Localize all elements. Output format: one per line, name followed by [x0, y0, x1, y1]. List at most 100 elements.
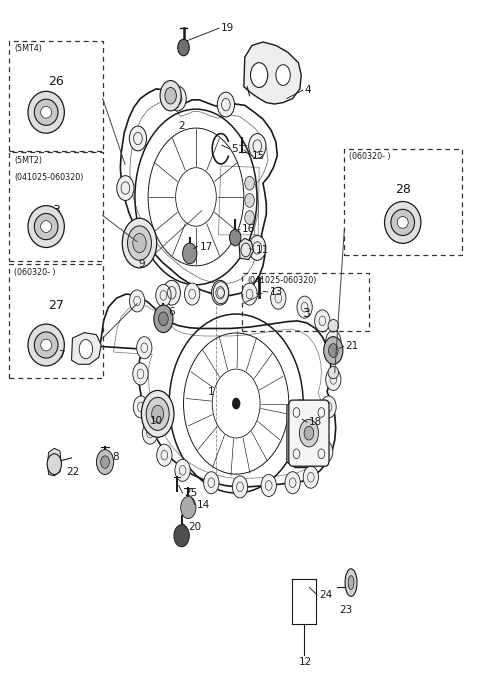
Circle shape: [249, 235, 266, 260]
Text: 28: 28: [395, 183, 411, 196]
Circle shape: [156, 284, 171, 306]
Ellipse shape: [28, 324, 64, 366]
Circle shape: [325, 331, 341, 353]
Text: (5MT2): (5MT2): [14, 156, 42, 165]
Circle shape: [129, 126, 146, 151]
Polygon shape: [72, 333, 101, 364]
Text: 21: 21: [345, 342, 359, 351]
Text: 19: 19: [221, 23, 234, 33]
Text: 6: 6: [168, 307, 175, 317]
Text: 23: 23: [339, 605, 353, 615]
Polygon shape: [287, 400, 328, 468]
Circle shape: [182, 243, 197, 264]
Circle shape: [245, 176, 254, 190]
Circle shape: [213, 282, 228, 304]
Text: 5: 5: [231, 144, 238, 154]
Circle shape: [130, 290, 145, 312]
Circle shape: [165, 88, 176, 104]
Circle shape: [154, 305, 173, 333]
Circle shape: [175, 460, 190, 482]
Circle shape: [285, 472, 300, 494]
Text: (5MT4): (5MT4): [14, 44, 42, 53]
Circle shape: [180, 497, 196, 518]
Circle shape: [242, 283, 257, 305]
Circle shape: [324, 337, 343, 364]
Circle shape: [232, 398, 240, 409]
Text: 17: 17: [199, 241, 213, 252]
Circle shape: [126, 235, 143, 260]
Circle shape: [249, 134, 266, 159]
Ellipse shape: [41, 106, 52, 118]
Text: 3: 3: [52, 204, 60, 217]
Ellipse shape: [384, 201, 421, 244]
Ellipse shape: [122, 218, 157, 268]
Circle shape: [321, 396, 336, 418]
Ellipse shape: [142, 391, 174, 437]
Polygon shape: [239, 238, 253, 259]
Text: 3: 3: [302, 307, 310, 320]
Circle shape: [212, 280, 229, 305]
Ellipse shape: [35, 99, 58, 126]
Text: (041025-060320): (041025-060320): [247, 276, 316, 285]
Circle shape: [325, 368, 341, 391]
Ellipse shape: [391, 209, 415, 235]
Text: 8: 8: [113, 451, 120, 462]
Circle shape: [137, 337, 152, 359]
Circle shape: [143, 422, 157, 444]
Circle shape: [79, 339, 93, 359]
Text: 2: 2: [179, 121, 185, 131]
Circle shape: [133, 396, 149, 418]
Ellipse shape: [47, 454, 61, 475]
Circle shape: [303, 466, 319, 489]
Circle shape: [163, 280, 180, 305]
Ellipse shape: [128, 226, 152, 260]
Circle shape: [315, 310, 330, 332]
Ellipse shape: [133, 233, 146, 253]
Circle shape: [169, 86, 186, 111]
Circle shape: [184, 283, 200, 305]
Text: (041025-060320): (041025-060320): [14, 173, 84, 182]
Ellipse shape: [328, 319, 338, 332]
Polygon shape: [244, 42, 301, 104]
Ellipse shape: [146, 397, 169, 431]
Circle shape: [204, 472, 219, 494]
Text: 4: 4: [305, 85, 311, 95]
Circle shape: [101, 456, 109, 469]
Ellipse shape: [41, 339, 52, 351]
Text: 11: 11: [255, 245, 269, 255]
Text: 7: 7: [58, 351, 65, 360]
Circle shape: [133, 363, 148, 385]
Circle shape: [245, 210, 254, 224]
Ellipse shape: [41, 221, 52, 233]
Circle shape: [328, 344, 338, 357]
Text: 20: 20: [188, 522, 202, 533]
Text: 13: 13: [270, 287, 283, 297]
Circle shape: [300, 420, 319, 447]
Ellipse shape: [345, 569, 357, 596]
Ellipse shape: [328, 342, 338, 355]
Ellipse shape: [35, 332, 58, 358]
Circle shape: [245, 193, 254, 207]
Circle shape: [297, 296, 312, 318]
Text: 18: 18: [309, 417, 322, 427]
Ellipse shape: [397, 217, 408, 228]
Polygon shape: [48, 448, 61, 476]
Circle shape: [276, 65, 290, 86]
Circle shape: [304, 426, 314, 440]
Circle shape: [251, 63, 268, 88]
Circle shape: [178, 39, 189, 56]
FancyBboxPatch shape: [289, 400, 329, 466]
Ellipse shape: [348, 575, 354, 589]
Circle shape: [157, 444, 172, 466]
Ellipse shape: [28, 206, 64, 248]
Text: 15: 15: [252, 150, 265, 161]
Circle shape: [158, 312, 168, 326]
Text: 27: 27: [48, 299, 64, 312]
Circle shape: [160, 81, 181, 111]
Text: 9: 9: [139, 259, 145, 269]
Text: 14: 14: [197, 500, 210, 510]
Circle shape: [217, 92, 235, 117]
Circle shape: [232, 476, 248, 498]
Ellipse shape: [35, 213, 58, 239]
Text: 24: 24: [319, 590, 332, 600]
